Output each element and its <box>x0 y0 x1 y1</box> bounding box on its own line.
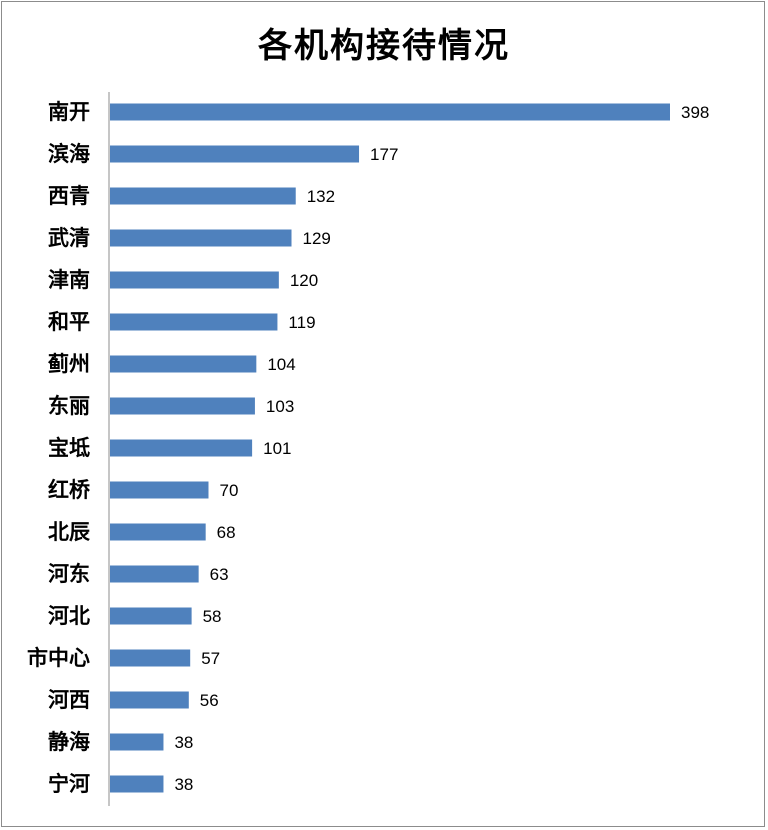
category-label: 红桥 <box>48 477 91 502</box>
category-label: 市中心 <box>27 645 90 670</box>
data-label: 129 <box>303 229 331 248</box>
bar <box>110 397 255 415</box>
bar <box>110 229 292 247</box>
bar <box>110 649 191 667</box>
category-label: 东丽 <box>48 393 90 418</box>
category-label: 和平 <box>48 309 90 334</box>
data-label: 132 <box>307 187 335 206</box>
bar <box>110 481 209 499</box>
data-label: 38 <box>174 733 193 752</box>
data-label: 57 <box>201 649 220 668</box>
bar <box>110 187 296 205</box>
category-label: 武清 <box>48 225 90 250</box>
bar <box>110 733 164 751</box>
category-label: 静海 <box>48 729 90 754</box>
data-label: 120 <box>290 271 318 290</box>
bar <box>110 565 199 583</box>
bar <box>110 775 164 793</box>
category-label: 南开 <box>48 99 90 124</box>
chart-title: 各机构接待情况 <box>258 26 510 66</box>
category-label: 河北 <box>48 603 90 628</box>
category-label: 西青 <box>48 183 90 208</box>
category-label: 蓟州 <box>47 351 90 376</box>
data-label: 70 <box>219 481 238 500</box>
data-label: 104 <box>267 355 295 374</box>
category-label: 滨海 <box>48 141 90 166</box>
bar <box>110 355 257 373</box>
category-label: 宝坻 <box>48 435 90 460</box>
data-label: 38 <box>174 775 193 794</box>
data-label: 58 <box>203 607 222 626</box>
bar <box>110 691 189 709</box>
category-label: 河西 <box>48 687 90 712</box>
data-label: 56 <box>200 691 219 710</box>
data-label: 103 <box>266 397 294 416</box>
data-label: 398 <box>681 103 709 122</box>
chart-marks: 南开 398 滨海 177 西青 132 武清 129 津南 120 和平 119 蓟州 104 东丽 103… <box>27 99 709 796</box>
category-label: 宁河 <box>48 771 90 796</box>
data-label: 63 <box>210 565 229 584</box>
data-label: 177 <box>370 145 398 164</box>
data-label: 68 <box>217 523 236 542</box>
category-label: 津南 <box>48 267 90 292</box>
bar <box>110 271 279 289</box>
bar <box>110 607 192 625</box>
category-label: 河东 <box>48 561 90 586</box>
data-label: 119 <box>288 313 315 332</box>
bar <box>110 523 206 541</box>
bar <box>110 439 253 457</box>
category-label: 北辰 <box>48 519 90 544</box>
data-label: 101 <box>263 439 291 458</box>
bar <box>110 313 278 331</box>
bar <box>110 103 670 121</box>
bar <box>110 145 360 163</box>
